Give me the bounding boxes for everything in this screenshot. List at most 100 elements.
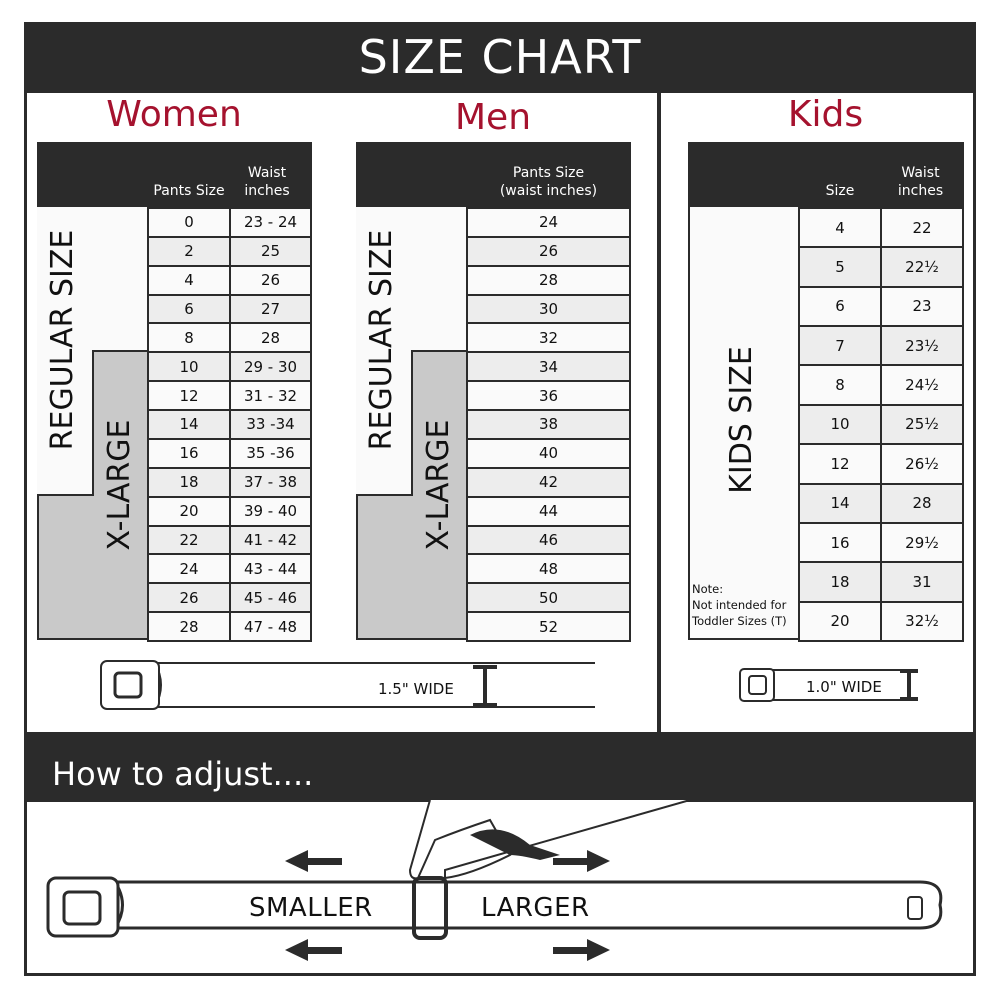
kids-size-header: Size <box>825 182 855 199</box>
smaller-label: SMALLER <box>249 893 373 923</box>
men-pants-size-cell: 32 <box>466 322 631 354</box>
kids-size-label: KIDS SIZE <box>724 346 759 494</box>
kids-divider <box>657 93 661 733</box>
kids-size-cell: 14 <box>798 482 882 524</box>
women-waist-cell: 39 - 40 <box>229 495 312 527</box>
kids-size-cell: 7 <box>798 325 882 367</box>
men-regular-label: REGULAR SIZE <box>364 229 399 451</box>
kids-waist-cell: 32½ <box>880 600 964 642</box>
kids-size-cell: 5 <box>798 246 882 288</box>
women-waist-cell: 27 <box>229 293 312 325</box>
men-pants-size-cell: 44 <box>466 495 631 527</box>
kids-table-header: Size Waist inches <box>688 142 964 208</box>
women-regular-label: REGULAR SIZE <box>45 229 80 451</box>
women-pants-size-cell: 4 <box>147 264 231 296</box>
women-waist-cell: 26 <box>229 264 312 296</box>
women-waist-cell: 31 - 32 <box>229 380 312 412</box>
men-pants-size-cell: 50 <box>466 582 631 614</box>
men-pants-size-cell: 48 <box>466 553 631 585</box>
men-pants-size-cell: 34 <box>466 351 631 383</box>
kids-waist-header: Waist inches <box>897 164 944 199</box>
women-waist-cell: 37 - 38 <box>229 466 312 498</box>
women-waist-cell: 47 - 48 <box>229 611 312 642</box>
women-waist-cell: 35 -36 <box>229 437 312 469</box>
buckle-icon <box>739 668 775 702</box>
women-pants-size-cell: 26 <box>147 582 231 614</box>
women-pants-size-cell: 0 <box>147 207 231 238</box>
women-waist-cell: 28 <box>229 322 312 354</box>
men-pants-size-cell: 28 <box>466 264 631 296</box>
kids-size-cell: 16 <box>798 521 882 564</box>
kids-size-cell: 20 <box>798 600 882 642</box>
men-pants-size-cell: 38 <box>466 409 631 440</box>
men-title: Men <box>454 97 532 138</box>
men-regular-box-bottom <box>356 350 413 496</box>
women-pants-size-cell: 10 <box>147 351 231 383</box>
women-pants-size-cell: 16 <box>147 437 231 469</box>
kids-size-cell: 18 <box>798 561 882 603</box>
men-pants-size-cell: 36 <box>466 380 631 412</box>
women-table-header: Pants Size Waist inches <box>37 142 312 208</box>
men-pants-size-cell: 46 <box>466 524 631 556</box>
kids-note: Note: Not intended for Toddler Sizes (T) <box>692 581 787 629</box>
women-pants-size-cell: 28 <box>147 611 231 642</box>
buckle-icon <box>100 660 160 710</box>
adjust-illustration <box>46 800 943 961</box>
men-pants-header: Pants Size (waist inches) <box>499 164 598 199</box>
women-pants-size-cell: 6 <box>147 293 231 325</box>
kids-size-cell: 6 <box>798 285 882 328</box>
width-marker-icon <box>900 669 918 701</box>
kids-size-cell: 12 <box>798 443 882 485</box>
women-waist-cell: 43 - 44 <box>229 553 312 585</box>
women-pants-size-cell: 8 <box>147 322 231 354</box>
men-regular-box-top <box>356 207 468 352</box>
women-title: Women <box>106 94 242 135</box>
women-pants-size-cell: 24 <box>147 553 231 585</box>
kids-title: Kids <box>787 94 864 135</box>
kids-waist-cell: 31 <box>880 561 964 603</box>
women-pants-size-cell: 12 <box>147 380 231 412</box>
kids-waist-cell: 25½ <box>880 403 964 446</box>
kids-size-cell: 10 <box>798 403 882 446</box>
women-men-belt-width: 1.5" WIDE <box>378 680 454 698</box>
arrow-right-icon <box>553 850 610 872</box>
men-pants-size-cell: 26 <box>466 235 631 267</box>
women-pants-size-cell: 18 <box>147 466 231 498</box>
width-marker-icon <box>473 665 497 707</box>
women-waist-cell: 41 - 42 <box>229 524 312 556</box>
men-pants-size-cell: 30 <box>466 293 631 325</box>
women-waist-cell: 29 - 30 <box>229 351 312 383</box>
larger-label: LARGER <box>481 893 590 923</box>
kids-size-cell: 8 <box>798 364 882 406</box>
women-waist-cell: 23 - 24 <box>229 207 312 238</box>
kids-belt-width: 1.0" WIDE <box>806 678 882 696</box>
men-table-header: Pants Size (waist inches) <box>356 142 631 208</box>
kids-note-title: Note: <box>692 582 724 596</box>
kids-belt-illustration <box>739 668 918 702</box>
women-waist-cell: 45 - 46 <box>229 582 312 614</box>
women-xlarge-label: X-LARGE <box>102 419 137 551</box>
women-pants-size-cell: 14 <box>147 409 231 440</box>
kids-waist-cell: 23 <box>880 285 964 328</box>
women-pants-size-cell: 2 <box>147 235 231 267</box>
kids-label-column <box>688 207 800 640</box>
page-title: SIZE CHART <box>24 22 976 93</box>
women-regular-box-bottom <box>37 350 94 496</box>
kids-waist-cell: 22 <box>880 207 964 249</box>
kids-waist-cell: 24½ <box>880 364 964 406</box>
women-pants-size-cell: 22 <box>147 524 231 556</box>
kids-waist-cell: 26½ <box>880 443 964 485</box>
men-pants-size-cell: 40 <box>466 437 631 469</box>
kids-note-line1: Not intended for <box>692 598 787 612</box>
kids-size-cell: 4 <box>798 207 882 249</box>
men-pants-size-cell: 24 <box>466 207 631 238</box>
arrow-right-icon <box>553 939 610 961</box>
men-pants-size-cell: 42 <box>466 466 631 498</box>
arrow-left-icon <box>285 939 342 961</box>
kids-note-line2: Toddler Sizes (T) <box>692 614 787 628</box>
hand-icon <box>408 800 691 880</box>
buckle-icon <box>46 876 120 938</box>
kids-waist-cell: 28 <box>880 482 964 524</box>
men-pants-size-cell: 52 <box>466 611 631 642</box>
women-waist-cell: 33 -34 <box>229 409 312 440</box>
